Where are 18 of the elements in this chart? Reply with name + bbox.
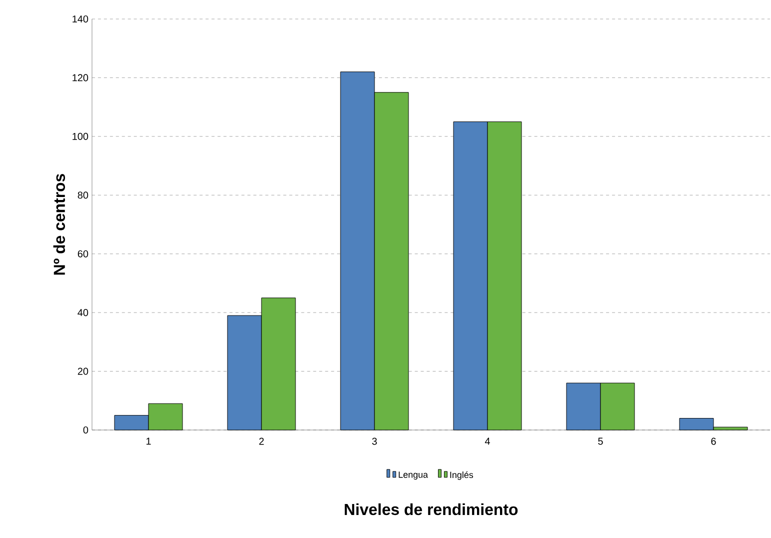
y-tick-label: 60 [78,250,88,258]
y-tick-label: 80 [78,192,88,199]
y-tick-label: 140 [72,15,88,23]
y-tick-label: 120 [72,74,88,82]
x-tick-label: 1 [146,438,151,445]
legend-label: Lengua [398,472,428,480]
x-axis-title: Niveles de rendimiento [344,503,518,516]
x-tick-label: 6 [711,438,716,445]
x-tick-label: 4 [484,438,490,445]
x-tick-label: 2 [259,438,264,445]
y-axis-title: Nº de centros [53,174,66,275]
y-tick-label: 0 [83,426,88,434]
y-tick-label: 100 [72,132,88,140]
y-tick-label: 20 [78,368,88,375]
x-tick-label: 5 [598,438,603,445]
y-tick-label: 40 [78,309,88,316]
legend-label: Inglés [450,471,474,480]
x-tick-label: 3 [372,438,377,445]
